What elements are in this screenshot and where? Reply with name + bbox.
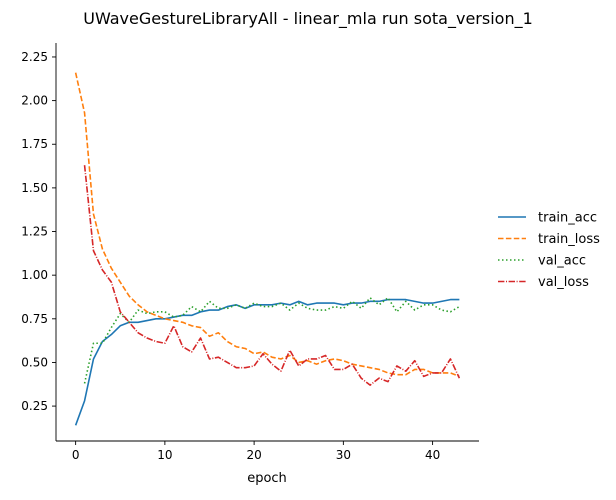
y-tick-label: 2.25	[21, 50, 48, 64]
x-tick-label: 0	[72, 448, 80, 462]
series-line-val-acc	[85, 298, 460, 384]
y-tick-label: 0.25	[21, 399, 48, 413]
y-axis: 0.25 0.50 0.75 1.00 1.25 1.50 1.75 2.00 2.25	[21, 43, 56, 441]
chart-title: UWaveGestureLibraryAll - linear_mla run …	[83, 9, 533, 29]
legend-label-val-loss: val_loss	[538, 275, 589, 290]
legend-label-val-acc: val_acc	[538, 254, 586, 269]
legend-label-train-loss: train_loss	[538, 232, 600, 247]
x-tick-label: 40	[425, 448, 440, 462]
y-tick-label: 0.50	[21, 355, 48, 369]
y-tick-label: 1.00	[21, 268, 48, 282]
x-axis: 0 10 20 30 40	[56, 441, 479, 462]
legend-label-train-acc: train_acc	[538, 211, 597, 226]
x-tick-label: 20	[246, 448, 261, 462]
x-tick-label: 10	[157, 448, 172, 462]
series-line-val-loss	[85, 165, 460, 385]
plot-area	[76, 73, 460, 426]
series-line-train-loss	[76, 73, 460, 377]
y-tick-label: 2.00	[21, 94, 48, 108]
y-tick-label: 1.50	[21, 181, 48, 195]
x-axis-label: epoch	[247, 471, 287, 486]
series-line-train-acc	[76, 300, 460, 426]
y-tick-label: 1.25	[21, 225, 48, 239]
legend: train_acc train_loss val_acc val_loss	[498, 211, 600, 291]
y-tick-label: 0.75	[21, 312, 48, 326]
x-tick-label: 30	[336, 448, 351, 462]
y-tick-label: 1.75	[21, 137, 48, 151]
